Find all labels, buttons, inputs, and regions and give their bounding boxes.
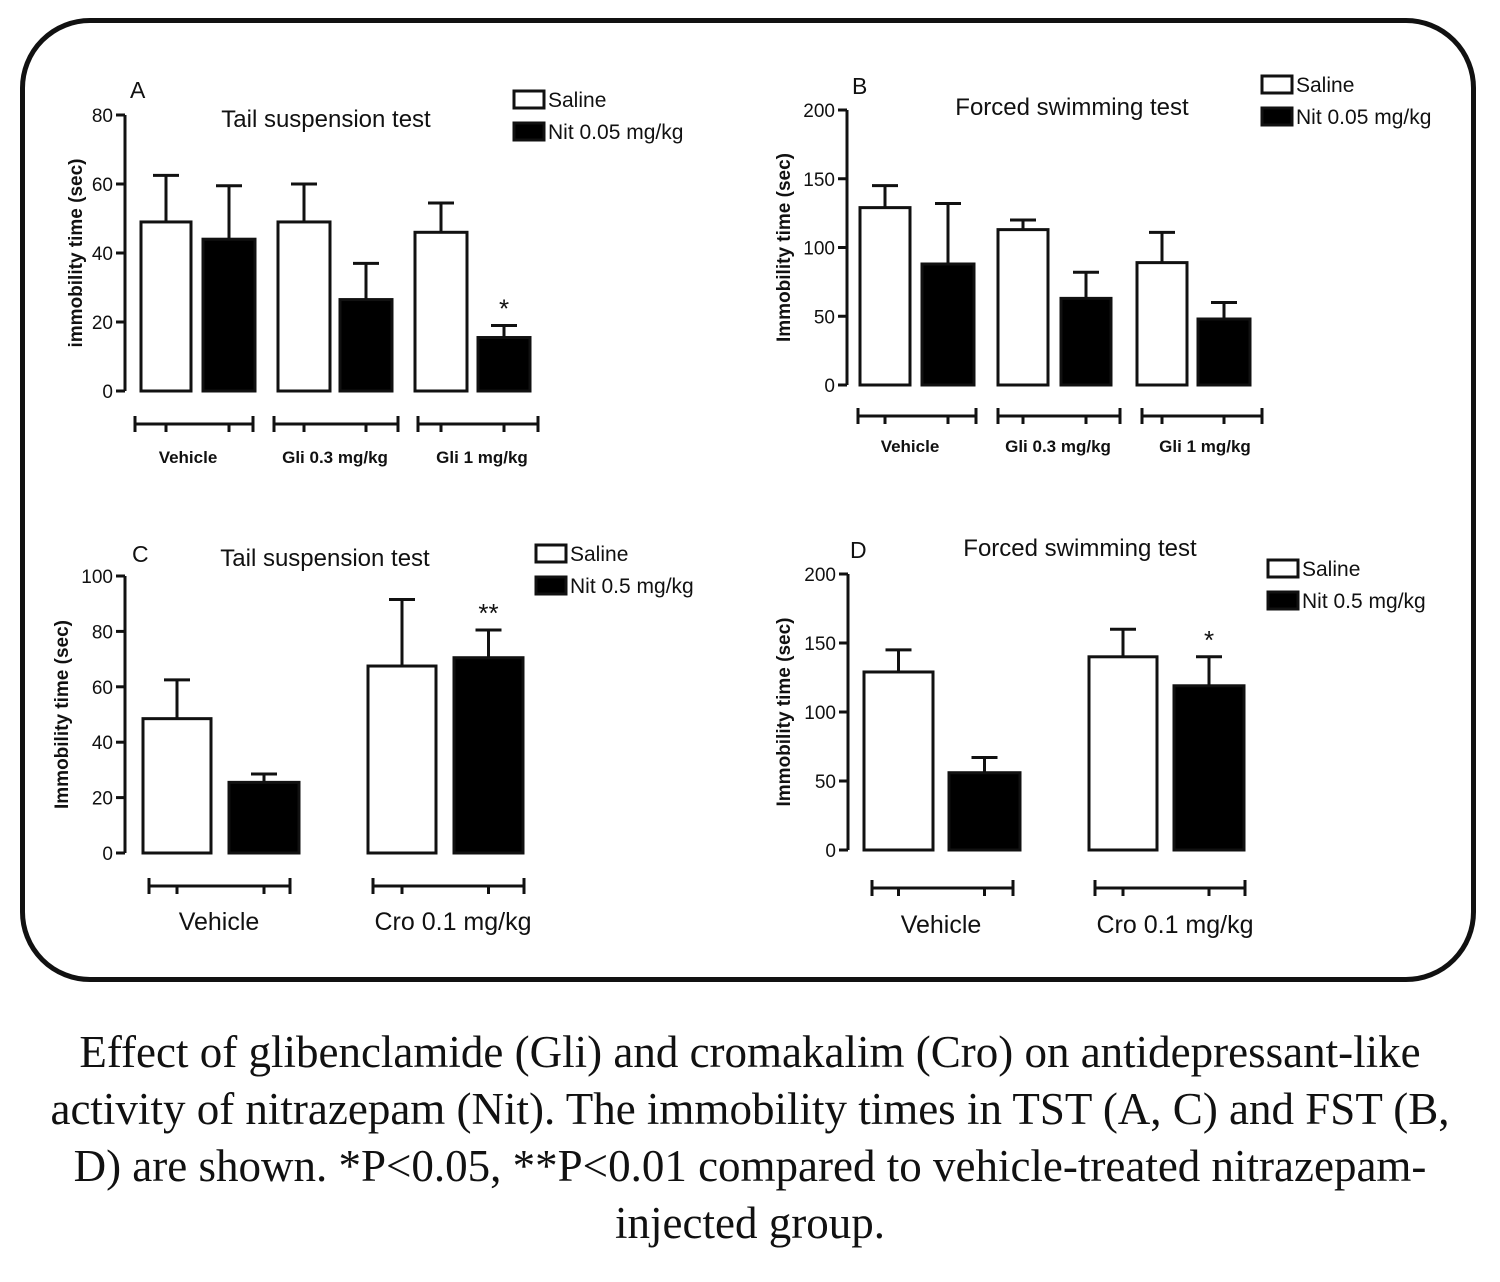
panel-d-y-tick-label: 200 [804,565,836,586]
panel-d-legend-swatch [1266,590,1300,611]
panel-d-y-tick-label: 50 [815,772,836,793]
panel-c-title: Tail suspension test [220,545,430,572]
panel-c-y-tick-label: 100 [81,567,113,588]
panel-b-y-tick-label: 150 [803,170,835,191]
panel-c-legend-swatch [534,543,568,564]
panel-c-legend-label: Saline [570,543,628,566]
panel-b-legend-label: Saline [1296,74,1354,97]
panel-c-bar [452,656,525,855]
panel-b-bar [1059,296,1113,387]
panel-b-group-label: Vehicle [881,437,940,456]
panel-d-significance-mark: * [1204,625,1214,655]
panel-c-y-tick-label: 60 [92,678,113,699]
panel-a-legend-label: Saline [548,89,606,112]
panel-a-legend-label: Nit 0.05 mg/kg [548,121,683,144]
panel-b-legend-swatch [1260,74,1294,95]
panel-a-bar [139,220,193,393]
panel-b-label: B [852,73,867,99]
panel-d-bar [1172,684,1246,852]
panel-b-y-tick-label: 0 [824,376,835,397]
panel-c-label: C [132,541,149,567]
panel-d-bar [862,670,935,852]
panel-d-group-label: Cro 0.1 mg/kg [1096,911,1253,939]
panel-d-legend-label: Saline [1302,558,1360,581]
panel-b-bar [996,228,1050,387]
panel-a-bar [413,230,469,393]
panel-d-y-tick-label: 150 [804,634,836,655]
panel-a-y-tick-label: 80 [92,106,113,127]
panel-c-legend-swatch [534,575,568,596]
panel-d-legend-label: Nit 0.5 mg/kg [1302,590,1426,613]
panel-c-bar [366,664,438,855]
figure-frame [20,18,1476,982]
panel-c-group-label: Cro 0.1 mg/kg [374,908,531,936]
panel-a-title: Tail suspension test [221,106,431,133]
panel-c-y-tick-label: 40 [92,733,113,754]
panel-d-y-tick-label: 0 [825,841,836,862]
panel-b-legend-label: Nit 0.05 mg/kg [1296,106,1431,129]
panel-c-bar [227,780,301,855]
figure-caption: Effect of glibenclamide (Gli) and cromak… [50,1027,1450,1248]
panel-d-group-label: Vehicle [901,911,982,939]
panel-a-group-label: Vehicle [159,448,218,467]
panel-c-y-tick-label: 80 [92,622,113,643]
panel-c-legend-label: Nit 0.5 mg/kg [570,575,694,598]
panel-c-y-axis-label: Immobility time (sec) [52,620,73,809]
panel-a-legend-swatch [512,89,546,110]
panel-d-bar [1087,655,1159,852]
panel-b-y-axis-label: Immobility time (sec) [774,153,795,342]
charts-canvas: A Tail suspension test 0 20 40 60 80 immobility… [52,73,1431,939]
panel-d-y-axis-label: Immobility time (sec) [774,618,795,807]
panel-a-y-tick-label: 20 [92,313,113,334]
panel-b-y-tick-label: 100 [803,239,835,260]
panel-b-bar [858,206,912,387]
panel-a-bar [276,220,332,393]
panel-b-group-label: Gli 0.3 mg/kg [1005,437,1111,456]
panel-b-y-tick-label: 50 [814,307,835,328]
panel-b-bar [1196,317,1252,387]
panel-c-y-tick-label: 20 [92,789,113,810]
panel-a-bar [476,336,532,393]
panel-d-label: D [850,537,867,563]
panel-b-bar [920,262,976,387]
panel-b-y-tick-label: 200 [803,101,835,122]
panel-c-bar [141,717,213,855]
panel-a-label: A [130,77,146,103]
panel-a-bar [338,298,394,393]
panel-a-y-tick-label: 60 [92,175,113,196]
panel-d-legend-swatch [1266,558,1300,579]
panel-c-significance-mark: ** [478,598,498,628]
panel-d-bar [947,771,1022,852]
panel-a-legend-swatch [512,121,546,142]
panel-a-group-label: Gli 0.3 mg/kg [282,448,388,467]
panel-c-y-tick-label: 0 [102,844,113,865]
panel-b-title: Forced swimming test [955,94,1189,121]
panel-b-group-label: Gli 1 mg/kg [1159,437,1251,456]
panel-b-bar [1135,261,1189,387]
panel-a-bar [201,237,257,393]
panel-c-group-label: Vehicle [179,908,260,936]
panel-a-y-tick-label: 0 [102,382,113,403]
panel-d-title: Forced swimming test [963,535,1197,562]
panel-b-legend-swatch [1260,106,1294,127]
panel-d-y-tick-label: 100 [804,703,836,724]
panel-a-y-tick-label: 40 [92,244,113,265]
panel-a-significance-mark: * [499,293,509,323]
panel-a-group-label: Gli 1 mg/kg [436,448,528,467]
panel-a-y-axis-label: immobility time (sec) [66,159,87,348]
